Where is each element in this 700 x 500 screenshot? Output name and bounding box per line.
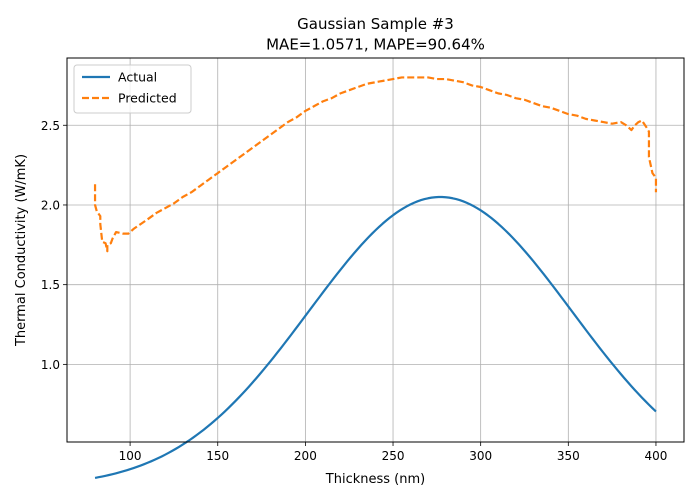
x-tick-label: 200: [294, 449, 317, 463]
y-tick-label: 1.5: [41, 278, 60, 292]
series-predicted-line: [93, 76, 658, 253]
y-tick-label: 2.0: [41, 198, 60, 212]
chart-title: Gaussian Sample #3: [297, 15, 454, 33]
y-axis-label: Thermal Conductivity (W/mK): [14, 154, 29, 347]
x-tick-label: 300: [469, 449, 492, 463]
x-axis-label: Thickness (nm): [325, 472, 425, 487]
chart-subtitle: MAE=1.0571, MAPE=90.64%: [266, 36, 485, 54]
x-tick-label: 100: [119, 449, 142, 463]
legend: Actual Predicted: [73, 64, 192, 114]
series-layer: [93, 76, 658, 479]
plot-frame: [66, 57, 685, 443]
legend-label-predicted: Predicted: [118, 91, 177, 106]
ticks: 100 150 200 250 300 350 400 1.0 1.5 2.0 2.5: [41, 119, 668, 463]
x-tick-label: 250: [382, 449, 405, 463]
x-tick-label: 400: [645, 449, 668, 463]
grid: [67, 58, 684, 442]
x-tick-label: 150: [206, 449, 229, 463]
legend-label-actual: Actual: [118, 70, 157, 85]
series-actual-line: [94, 195, 657, 479]
y-tick-label: 1.0: [41, 358, 60, 372]
y-tick-label: 2.5: [41, 119, 60, 133]
x-tick-label: 350: [557, 449, 580, 463]
